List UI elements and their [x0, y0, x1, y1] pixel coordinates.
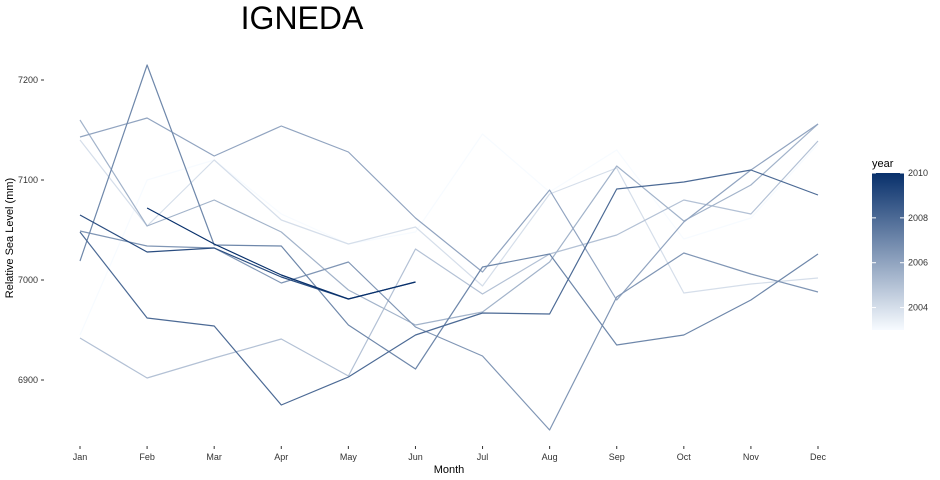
legend-tick-label: 2010	[908, 168, 928, 178]
legend-tick-label: 2006	[908, 258, 928, 268]
x-tick-label: Mar	[206, 452, 222, 462]
y-tick-label: 7000	[18, 275, 38, 285]
chart-title: IGNEDA	[241, 0, 364, 36]
legend-title: year	[872, 158, 894, 170]
x-axis-title: Month	[434, 464, 465, 476]
series-lines	[79, 64, 819, 431]
series-line	[79, 119, 819, 326]
legend-tick-label: 2004	[908, 303, 928, 313]
series-line	[79, 139, 819, 294]
x-tick-label: Apr	[274, 452, 288, 462]
legend-colorbar	[872, 173, 904, 330]
series-line	[79, 230, 819, 431]
series-line	[79, 64, 819, 370]
series-line	[79, 140, 819, 379]
x-tick-label: Feb	[139, 452, 155, 462]
x-axis: Jan Feb Mar Apr May Jun Jul Aug Sep Oct Nov Dec	[73, 446, 827, 462]
series-line	[79, 169, 819, 406]
x-tick-label: Oct	[677, 452, 692, 462]
legend: year 2004 2006 2008 2010	[872, 158, 928, 330]
x-tick-label: Dec	[810, 452, 827, 462]
y-axis-title: Relative Sea Level (mm)	[4, 178, 16, 298]
legend-tick-label: 2008	[908, 213, 928, 223]
series-line	[79, 117, 819, 301]
series-line	[146, 207, 416, 300]
y-tick-label: 7200	[18, 75, 38, 85]
x-tick-label: May	[340, 452, 358, 462]
series-line	[79, 133, 819, 336]
y-tick-label: 6900	[18, 375, 38, 385]
x-tick-label: Jan	[73, 452, 88, 462]
x-tick-label: Sep	[609, 452, 625, 462]
y-tick-label: 7100	[18, 175, 38, 185]
y-axis: 6900 7000 7100 7200	[18, 75, 44, 385]
x-tick-label: Nov	[743, 452, 760, 462]
x-tick-label: Jul	[477, 452, 489, 462]
series-line	[79, 214, 416, 300]
x-tick-label: Aug	[542, 452, 558, 462]
x-tick-label: Jun	[408, 452, 423, 462]
